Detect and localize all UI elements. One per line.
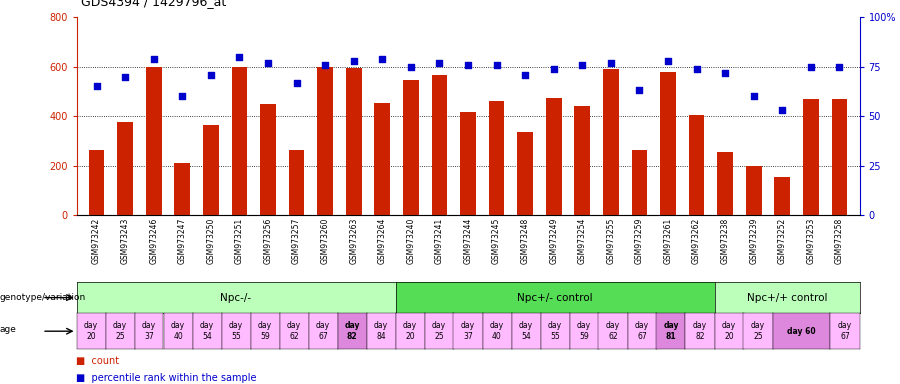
Bar (518, 132, 533, 215)
Bar (775, 177, 790, 215)
Text: day
40: day 40 (490, 321, 504, 341)
Text: day
62: day 62 (606, 321, 620, 341)
Point (575, 62, 590, 68)
Text: day
40: day 40 (171, 321, 185, 341)
Text: day
25: day 25 (751, 321, 765, 341)
Text: GDS4394 / 1429796_at: GDS4394 / 1429796_at (81, 0, 226, 8)
Text: Npc+/+ control: Npc+/+ control (747, 293, 827, 303)
Point (461, 62, 475, 68)
Point (633, 88, 647, 94)
Bar (746, 166, 761, 215)
Point (118, 74, 132, 80)
Text: day
81: day 81 (663, 321, 679, 341)
Bar (432, 75, 447, 215)
Point (261, 60, 275, 66)
Text: day
25: day 25 (432, 321, 446, 341)
Bar (574, 106, 590, 215)
Bar (117, 122, 133, 215)
Bar (832, 99, 848, 215)
Bar (318, 67, 333, 215)
Point (546, 66, 561, 72)
Text: day
37: day 37 (142, 321, 156, 341)
Text: day
20: day 20 (722, 321, 736, 341)
Text: day
67: day 67 (838, 321, 852, 341)
Text: day
55: day 55 (548, 321, 562, 341)
Point (147, 56, 161, 62)
Point (89, 83, 104, 89)
Text: day
84: day 84 (374, 321, 388, 341)
Text: day
25: day 25 (112, 321, 127, 341)
Point (346, 58, 361, 64)
Text: day 60: day 60 (788, 327, 815, 336)
Text: day
20: day 20 (403, 321, 417, 341)
Bar (260, 104, 275, 215)
Bar (146, 67, 161, 215)
Bar (688, 115, 705, 215)
Bar (717, 152, 733, 215)
Text: day
20: day 20 (84, 321, 98, 341)
Bar (661, 72, 676, 215)
Bar (546, 98, 562, 215)
Text: day
82: day 82 (693, 321, 707, 341)
Bar (603, 69, 618, 215)
Text: Npc-/-: Npc-/- (220, 293, 252, 303)
Bar (460, 113, 476, 215)
Bar (632, 149, 647, 215)
Text: day
37: day 37 (461, 321, 475, 341)
Point (718, 70, 733, 76)
Text: ■  percentile rank within the sample: ■ percentile rank within the sample (76, 373, 257, 383)
Text: day
82: day 82 (344, 321, 360, 341)
Bar (489, 101, 504, 215)
Point (804, 64, 818, 70)
Bar (346, 68, 362, 215)
Point (604, 60, 618, 66)
Point (490, 62, 504, 68)
Bar (403, 80, 418, 215)
Bar (374, 103, 390, 215)
Bar (803, 99, 819, 215)
Text: day
55: day 55 (229, 321, 243, 341)
Bar (203, 125, 219, 215)
Point (432, 60, 446, 66)
Text: day
67: day 67 (316, 321, 330, 341)
Point (832, 64, 847, 70)
Bar (175, 163, 190, 215)
Bar (88, 149, 104, 215)
Text: day
59: day 59 (258, 321, 272, 341)
Point (203, 71, 218, 78)
Text: day
67: day 67 (634, 321, 649, 341)
Point (289, 79, 303, 86)
Point (318, 62, 332, 68)
Point (518, 71, 533, 78)
Point (689, 66, 704, 72)
Point (375, 56, 390, 62)
Point (403, 64, 418, 70)
Text: day
59: day 59 (577, 321, 591, 341)
Text: genotype/variation: genotype/variation (0, 293, 86, 302)
Text: ■  count: ■ count (76, 356, 120, 366)
Text: Npc+/- control: Npc+/- control (518, 293, 593, 303)
Text: age: age (0, 325, 17, 334)
Text: day
54: day 54 (200, 321, 214, 341)
Bar (231, 67, 248, 215)
Point (232, 54, 247, 60)
Bar (289, 149, 304, 215)
Text: day
54: day 54 (519, 321, 533, 341)
Point (747, 93, 761, 99)
Point (175, 93, 189, 99)
Text: day
62: day 62 (287, 321, 302, 341)
Point (775, 107, 789, 113)
Point (661, 58, 675, 64)
